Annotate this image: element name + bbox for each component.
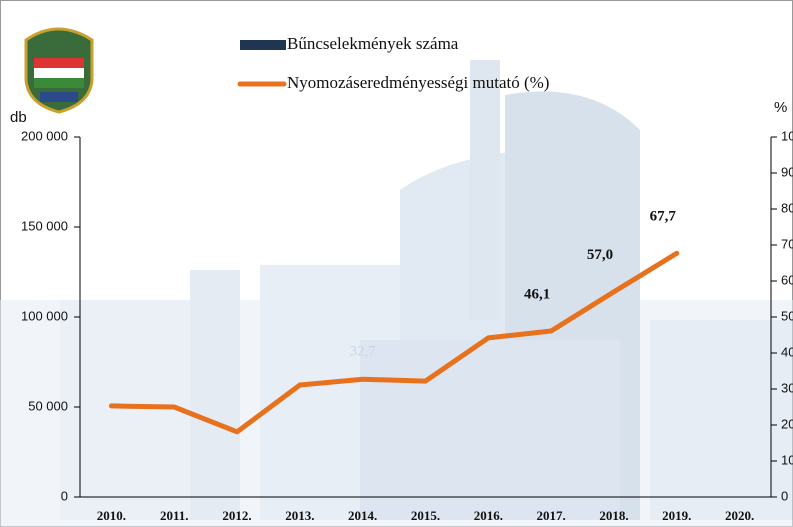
x-tick-label: 2017. (537, 508, 566, 523)
x-tick-label: 2019. (662, 508, 691, 523)
y2-tick-label: 20 (781, 416, 793, 431)
y-axis-title: db (10, 109, 27, 126)
value-label: 67,7 (650, 209, 677, 225)
x-tick-label: 2013. (285, 508, 314, 523)
y-tick-label: 200 000 (21, 128, 68, 143)
x-tick-label: 2020. (725, 508, 754, 523)
x-tick-label: 2016. (474, 508, 503, 523)
x-tick-label: 2012. (222, 508, 251, 523)
legend-label: Nyomozáseredményességi mutató (%) (287, 73, 549, 92)
y2-axis-title: % (774, 99, 787, 116)
y2-tick-label: 40 (781, 344, 793, 359)
y2-tick-label: 90 (781, 164, 793, 179)
y2-tick-label: 60 (781, 272, 793, 287)
y2-tick-label: 50 (781, 308, 793, 323)
x-tick-label: 2011. (160, 508, 189, 523)
y2-tick-label: 70 (781, 236, 793, 251)
chart: db % 0 50 000 100 000 150 000 200 000 0 10 20 30… (0, 0, 793, 527)
x-tick-label: 2018. (599, 508, 628, 523)
y-tick-label: 50 000 (28, 398, 68, 413)
x-tick-label: 2010. (97, 508, 126, 523)
value-label: 57,0 (587, 247, 613, 263)
legend-swatch (240, 40, 286, 50)
y2-tick-label: 30 (781, 380, 793, 395)
y2-tick-label: 80 (781, 200, 793, 215)
y-tick-label: 100 000 (21, 308, 68, 323)
value-label: 46,1 (524, 286, 550, 302)
value-label: 32,7 (350, 344, 377, 360)
legend-label: Bűncselekmények száma (287, 34, 459, 53)
police-badge (26, 29, 92, 112)
y2-tick-label: 10 (781, 452, 793, 467)
y-tick-label: 150 000 (21, 218, 68, 233)
y2-tick-label: 100 (781, 128, 793, 143)
y-tick-label: 0 (61, 488, 68, 503)
x-tick-label: 2014. (348, 508, 377, 523)
x-tick-label: 2015. (411, 508, 440, 523)
y2-tick-label: 0 (781, 488, 788, 503)
